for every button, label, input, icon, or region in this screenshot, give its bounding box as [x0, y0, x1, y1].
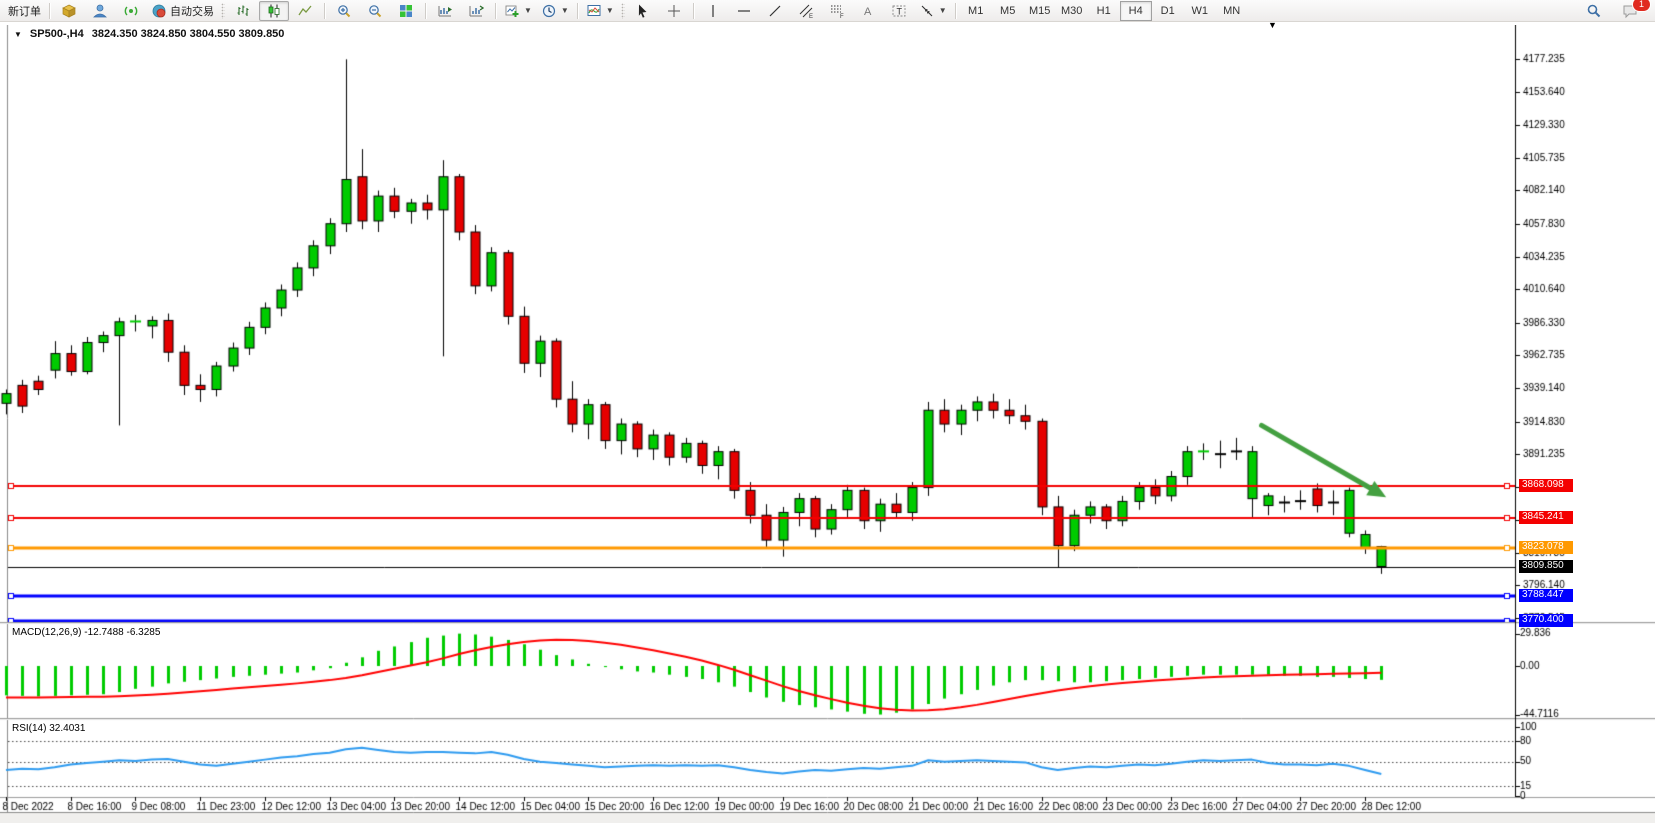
- profile-previous-button[interactable]: [430, 1, 460, 21]
- candlestick-chart-type-button[interactable]: [259, 0, 289, 21]
- zoom-out-icon: [369, 4, 382, 17]
- svg-text:E: E: [809, 14, 813, 19]
- signals-icon: [124, 6, 138, 15]
- chart-ohlc-values: 3824.350 3824.850 3804.550 3809.850: [91, 28, 285, 40]
- timeframe-button-h1[interactable]: H1: [1096, 4, 1111, 17]
- toolbar-separator: [954, 2, 956, 19]
- chevron-down-icon: ▼: [560, 6, 569, 15]
- timeframe-button-d1[interactable]: D1: [1160, 4, 1175, 17]
- window-menu-arrow[interactable]: ▼: [1268, 20, 1277, 30]
- timeframe-button-m30[interactable]: M30: [1060, 4, 1083, 17]
- gold-box-icon: [62, 4, 76, 18]
- chevron-down-icon: ▼: [524, 6, 532, 15]
- profile-next-button[interactable]: [461, 1, 491, 21]
- hline-price-label[interactable]: 3868.098: [1519, 479, 1573, 492]
- chart-symbol-period: SP500-,H4: [29, 28, 84, 40]
- market-icon-button[interactable]: [54, 1, 84, 21]
- toolbar-separator: [324, 2, 325, 19]
- text-label-icon: T: [892, 5, 906, 16]
- profile-chart-right-icon: [469, 4, 484, 16]
- timeframe-button-m5[interactable]: M5: [1000, 4, 1016, 17]
- timeframe-button-w1[interactable]: W1: [1191, 4, 1208, 17]
- main-toolbar: 新订单 自动交易: [0, 0, 1655, 22]
- search-icon: [1587, 4, 1601, 17]
- toolbar-separator: [495, 2, 496, 19]
- tile-windows-icon: [400, 4, 412, 17]
- templates-button[interactable]: ▼: [582, 1, 618, 21]
- add-indicator-icon: [505, 5, 519, 17]
- current-price-label[interactable]: 3809.850: [1519, 560, 1573, 573]
- timeframe-toolbar: M1 M5 M15 M30 H1 H4 D1 W1 MN: [960, 0, 1248, 21]
- notifications-button[interactable]: 1: [1615, 0, 1651, 21]
- vertical-line-icon: [712, 4, 714, 17]
- text-icon: A: [864, 6, 872, 18]
- period-clock-button[interactable]: ▼: [537, 1, 573, 21]
- crosshair-tool-button[interactable]: [659, 1, 689, 21]
- chevron-down-icon: ▼: [605, 6, 614, 15]
- timeframe-button-m1[interactable]: M1: [968, 4, 984, 17]
- zoom-out-button[interactable]: [360, 1, 390, 21]
- hline-price-label[interactable]: 3770.400: [1519, 614, 1573, 627]
- candlestick-icon: [268, 4, 280, 17]
- timeframe-button-h4[interactable]: H4: [1119, 0, 1152, 21]
- toolbar-separator: [692, 2, 694, 19]
- clock-icon: [542, 4, 556, 17]
- bar-chart-type-button[interactable]: [228, 1, 258, 21]
- notification-badge: 1: [1632, 0, 1651, 12]
- trendline-icon: [769, 5, 781, 16]
- horizontal-line-icon: [737, 9, 750, 12]
- vertical-line-tool-button[interactable]: [698, 1, 728, 21]
- macd-indicator-label: MACD(12,26,9) -12.7488 -6.3285: [12, 627, 161, 638]
- svg-text:F: F: [840, 14, 844, 19]
- zoom-in-icon: [338, 4, 351, 17]
- cursor-icon: [638, 4, 647, 18]
- fibonacci-tool-button[interactable]: F: [822, 1, 852, 21]
- rsi-indicator-label: RSI(14) 32.4031: [12, 723, 86, 734]
- hline-price-label[interactable]: 3823.078: [1519, 541, 1573, 554]
- profile-chart-left-icon: [438, 5, 452, 16]
- toolbar-separator: [425, 2, 426, 19]
- timeframe-button-mn[interactable]: MN: [1223, 4, 1241, 17]
- line-chart-icon: [298, 5, 312, 15]
- new-order-label: 新订单: [8, 5, 41, 18]
- arrow-objects-icon: [921, 5, 933, 16]
- crosshair-icon: [667, 4, 680, 17]
- arrows-tool-button[interactable]: ▼: [915, 1, 951, 21]
- text-tool-button[interactable]: A: [853, 1, 883, 21]
- cursor-tool-button[interactable]: [628, 1, 658, 21]
- bar-chart-icon: [237, 5, 249, 16]
- equidistant-channel-icon: E: [799, 4, 813, 19]
- tile-windows-button[interactable]: [391, 1, 421, 21]
- timeframe-button-m15[interactable]: M15: [1028, 4, 1051, 17]
- signals-icon-button[interactable]: [116, 1, 146, 21]
- trendline-tool-button[interactable]: [760, 1, 790, 21]
- algo-trading-button[interactable]: 自动交易: [147, 1, 218, 21]
- chart-menu-arrow-icon: ▼: [14, 29, 22, 39]
- hline-price-label[interactable]: 3845.241: [1519, 511, 1573, 524]
- toolbar-grip: [620, 2, 625, 19]
- add-indicator-button[interactable]: ▼: [500, 1, 536, 21]
- zoom-in-button[interactable]: [329, 1, 359, 21]
- line-chart-type-button[interactable]: [290, 1, 320, 21]
- channel-tool-button[interactable]: E: [791, 1, 821, 21]
- hline-price-label[interactable]: 3788.447: [1519, 589, 1573, 602]
- toolbar-separator: [49, 2, 50, 19]
- svg-text:A: A: [864, 6, 872, 18]
- template-chart-icon: [587, 4, 601, 16]
- toolbar-separator: [576, 2, 578, 19]
- toolbar-grip: [221, 2, 225, 19]
- svg-text:T: T: [896, 6, 902, 16]
- chart-canvas[interactable]: [0, 25, 1655, 823]
- new-order-button[interactable]: 新订单: [4, 1, 45, 21]
- community-icon-button[interactable]: [85, 1, 115, 21]
- horizontal-line-tool-button[interactable]: [729, 1, 759, 21]
- chart-window-title[interactable]: ▼ SP500-,H4 3824.350 3824.850 3804.550 3…: [14, 28, 284, 40]
- algo-trading-icon: [152, 4, 166, 17]
- community-icon: [93, 4, 107, 17]
- algo-trading-label: 自动交易: [170, 5, 214, 18]
- search-button[interactable]: [1579, 1, 1609, 21]
- chevron-down-icon: ▼: [938, 6, 947, 15]
- fibonacci-icon: F: [830, 5, 844, 19]
- label-tool-button[interactable]: T: [884, 1, 914, 21]
